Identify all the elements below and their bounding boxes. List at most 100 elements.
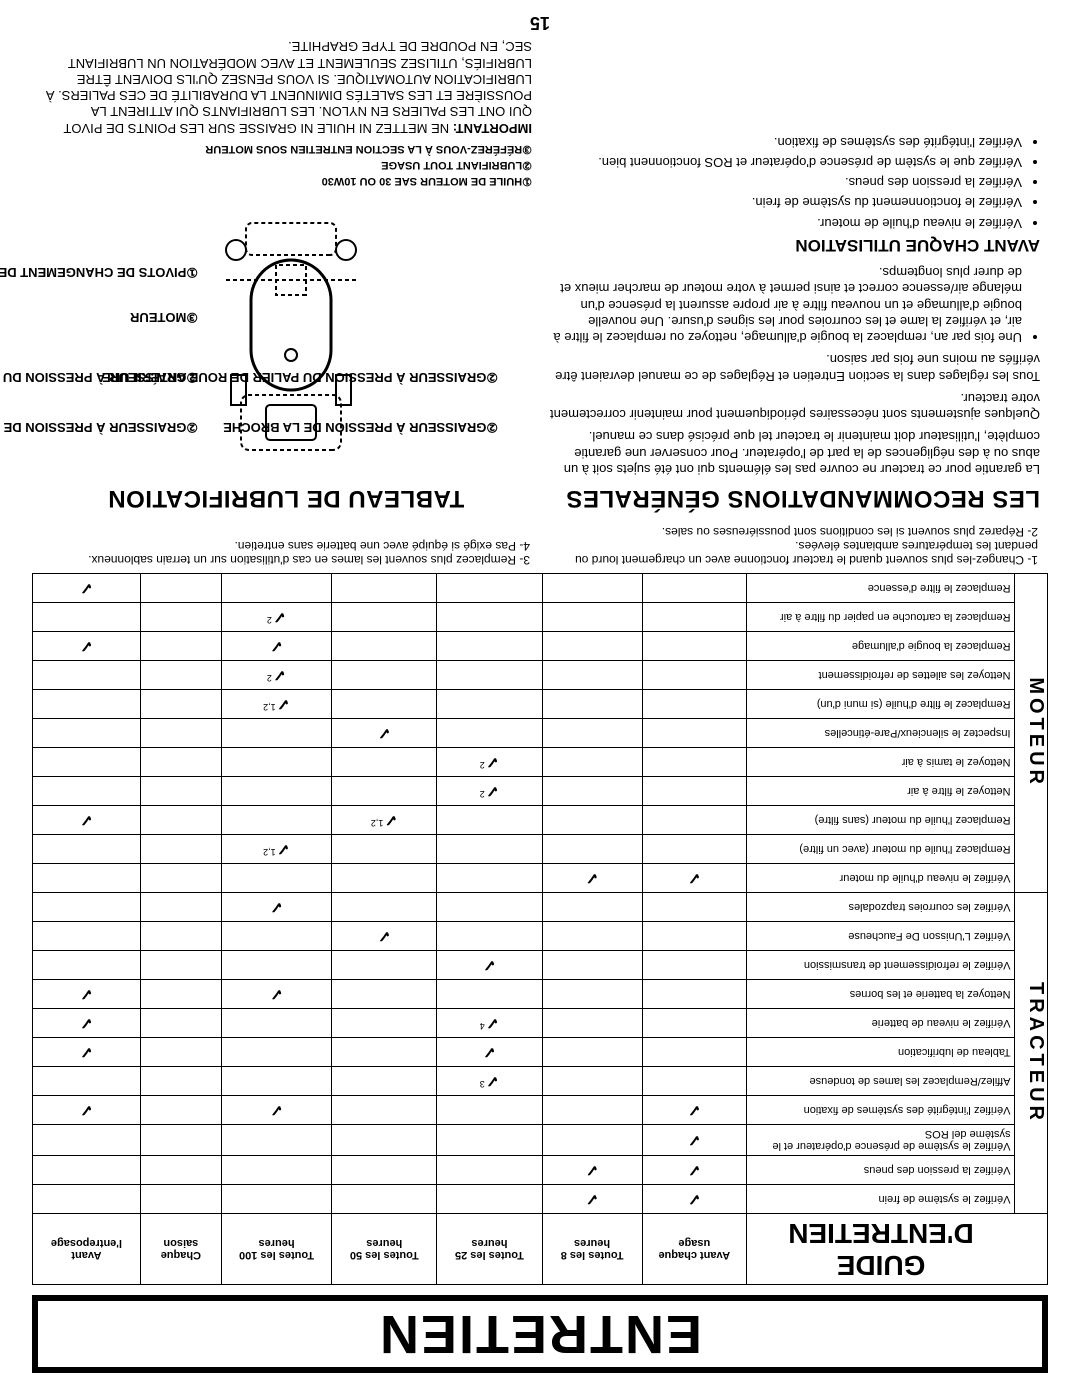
mark-cell: ✓ (33, 574, 141, 603)
before-2: Vérifiez la pression des pneus. (548, 174, 1022, 190)
mark-cell (140, 864, 221, 893)
lubrication-diagram: ②GRAISSEUR À PRESSION DE LA BROCHE ②GRAI… (40, 195, 532, 475)
mark-cell (437, 864, 542, 893)
mark-cell (140, 1185, 221, 1214)
mark-cell (221, 1067, 331, 1096)
mark-cell (221, 1125, 331, 1156)
col-4: Toutes les 100 heures (221, 1214, 331, 1285)
mark-cell (140, 806, 221, 835)
fn3: 3- Remplacez plus souvent les lames en c… (42, 553, 530, 567)
mark-cell (332, 574, 437, 603)
mark-cell (542, 1096, 642, 1125)
before-3: Vérifiez que le systèm de présence d'opé… (548, 154, 1022, 170)
mark-cell (642, 893, 746, 922)
before-1: Vérifiez le fonctionnement du système de… (548, 194, 1022, 210)
group-label: MOTEUR (1015, 574, 1048, 893)
mark-cell (642, 1038, 746, 1067)
mark-cell (221, 864, 331, 893)
task-cell: Nettoyez les ailettes de refroidissement (747, 661, 1016, 690)
mark-cell (140, 690, 221, 719)
mark-cell (542, 632, 642, 661)
mark-cell: ✓ (221, 980, 331, 1009)
mark-cell (140, 1156, 221, 1185)
mark-cell (542, 690, 642, 719)
task-cell: Vérifiez le système de frein (747, 1185, 1016, 1214)
mark-cell (33, 690, 141, 719)
mark-cell (642, 806, 746, 835)
mark-cell (437, 632, 542, 661)
mark-cell (140, 719, 221, 748)
recs-title: LES RECOMMANDATIONS GÉNÉRALES (548, 483, 1040, 513)
group-label: TRACTEUR (1015, 893, 1048, 1214)
mark-cell (542, 922, 642, 951)
mark-cell (332, 893, 437, 922)
mark-cell (642, 719, 746, 748)
mark-cell (332, 835, 437, 864)
mark-cell (221, 1009, 331, 1038)
mark-cell (140, 835, 221, 864)
col-6: Avant l'entreposage (33, 1214, 141, 1285)
mark-cell: ✓3 (437, 1067, 542, 1096)
mark-cell (221, 574, 331, 603)
page-number: 15 (32, 12, 1048, 33)
mark-cell (332, 777, 437, 806)
task-cell: Vérifiez le refroidissement de transmiss… (747, 951, 1016, 980)
fn2: 2- Réparez plus souvent si les condition… (550, 525, 1038, 539)
mark-cell: ✓4 (437, 1009, 542, 1038)
mark-cell (33, 951, 141, 980)
mark-cell (542, 661, 642, 690)
footnotes-right: 3- Remplacez plus souvent les lames en c… (32, 525, 540, 567)
fn4: 4- Pas exigé si équipé avec une batterie… (42, 539, 530, 553)
right-col: TABLEAU DE LUBRIFICATION (32, 33, 540, 517)
mark-cell (542, 835, 642, 864)
task-cell: Vérifiez le niveau de batterie (747, 1009, 1016, 1038)
task-cell: Nettoyez le tamis à air (747, 748, 1016, 777)
mark-cell (542, 719, 642, 748)
task-cell: Vérifiez le niveau d'huile du moteur (747, 864, 1016, 893)
mark-cell (332, 690, 437, 719)
mark-cell (542, 574, 642, 603)
mark-cell (642, 661, 746, 690)
mark-cell (33, 922, 141, 951)
mark-cell (437, 1096, 542, 1125)
footnotes-left: 1- Changez-les plus souvent quand le tra… (540, 525, 1048, 567)
guide-title-cell: GUIDE D'ENTRETIEN (747, 1214, 1016, 1285)
mark-cell (221, 806, 331, 835)
task-cell: Remplacez l'huile du moteur (avec un fil… (747, 835, 1016, 864)
mark-cell: ✓1,2 (221, 690, 331, 719)
mark-cell (140, 1096, 221, 1125)
important-note: IMPORTANT: NE METTEZ NI HUILE NI GRAISSE… (40, 38, 532, 136)
mark-cell: ✓ (642, 1125, 746, 1156)
dia-note-2: ③RÉFÉREZ-VOUS À LA SECTION ENTRETIEN SOU… (40, 142, 532, 156)
mark-cell: ✓ (221, 1096, 331, 1125)
col-0: Avant chaque usage (642, 1214, 746, 1285)
mark-cell (33, 864, 141, 893)
task-cell: Inspectez le silencieux/Pare-étincelles (747, 719, 1016, 748)
mark-cell (33, 1185, 141, 1214)
mark-cell (33, 893, 141, 922)
mark-cell (140, 1125, 221, 1156)
mark-cell (642, 1067, 746, 1096)
task-cell: Remplacez le filtre d'essence (747, 574, 1016, 603)
lower-columns: LES RECOMMANDATIONS GÉNÉRALES La garanti… (32, 33, 1048, 517)
task-cell: Vérifiez le système de présence d'opérat… (747, 1125, 1016, 1156)
mark-cell (332, 864, 437, 893)
mark-cell (542, 777, 642, 806)
mark-cell (221, 951, 331, 980)
mark-cell (642, 603, 746, 632)
footnotes: 1- Changez-les plus souvent quand le tra… (32, 525, 1048, 567)
tractor-outline (216, 215, 366, 455)
recs-body2: Quelques ajustements sont nécessaires pé… (548, 390, 1040, 423)
task-cell: Tableau de lubrification (747, 1038, 1016, 1067)
mark-cell (642, 690, 746, 719)
mark-cell: ✓2 (437, 777, 542, 806)
mark-cell (642, 777, 746, 806)
mark-cell: ✓ (642, 864, 746, 893)
lub-title: TABLEAU DE LUBRIFICATION (40, 483, 532, 513)
mark-cell (332, 1009, 437, 1038)
task-cell: Nettoyez la batterie et les bornes (747, 980, 1016, 1009)
mark-cell (332, 1185, 437, 1214)
mark-cell: ✓ (437, 951, 542, 980)
mark-cell (437, 719, 542, 748)
diagram-notes: ①HUILE DE MOTEUR SAE 30 OU 10W30 ②LUBRIF… (40, 142, 532, 187)
